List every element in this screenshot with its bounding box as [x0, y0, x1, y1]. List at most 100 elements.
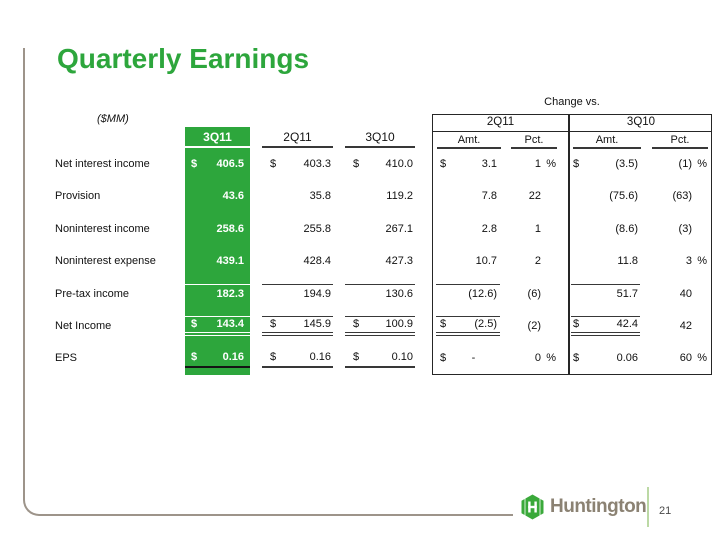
- cell-2q11: 35.8: [262, 186, 333, 206]
- value: 194.9: [303, 288, 331, 301]
- cell-3q10: 427.3: [345, 251, 415, 271]
- value: (3): [678, 222, 692, 235]
- cell-change-3q10-pct: 60%: [651, 348, 707, 368]
- cell-2q11: 428.4: [262, 251, 333, 271]
- dollar-sign: $: [353, 318, 360, 331]
- huntington-hexagon-icon: [521, 494, 544, 520]
- cell-3q11: 258.6: [185, 219, 250, 239]
- value: 35.8: [309, 190, 331, 203]
- value: 3.1: [481, 158, 497, 170]
- cell-3q10: 267.1: [345, 219, 415, 239]
- row-label: Noninterest income: [55, 222, 150, 235]
- cell-change-2q11-pct: 0%: [504, 348, 556, 368]
- dollar-sign: $: [353, 158, 360, 170]
- cell-3q11: $143.4: [185, 315, 250, 336]
- dollar-sign: $: [270, 318, 277, 331]
- value: 119.2: [386, 190, 413, 203]
- brand-wordmark: Huntington: [550, 496, 647, 517]
- percent-sign: %: [697, 352, 707, 365]
- cell-change-2q11-amt: 7.8: [436, 186, 500, 206]
- value: 439.1: [216, 255, 244, 268]
- value: 0.06: [616, 352, 638, 365]
- table-row-pre-tax-income: Pre-tax income 182.3 194.9 130.6 (12.6) …: [55, 278, 715, 310]
- value: 406.5: [216, 158, 244, 170]
- cell-change-2q11-amt: $ -: [436, 348, 500, 368]
- value: 143.4: [216, 318, 244, 331]
- value: 51.7: [616, 288, 638, 301]
- value: 130.6: [385, 288, 413, 301]
- table-row-eps: EPS $0.16 $0.16 $0.10 $ - 0% $0.06 60%: [55, 342, 715, 374]
- cell-change-3q10-pct: (3): [651, 219, 707, 239]
- row-label: EPS: [55, 352, 78, 365]
- value: 0: [534, 352, 541, 365]
- cell-3q10: $0.10: [345, 348, 415, 369]
- value: 43.6: [222, 190, 244, 203]
- table-row-net-interest-income: Net interest income $406.5 $403.3 $410.0…: [55, 148, 715, 180]
- value: (2): [527, 319, 541, 332]
- value: 2: [534, 255, 541, 268]
- change-box-divider: [568, 115, 570, 374]
- value: (8.6): [615, 222, 638, 235]
- cell-3q11: 182.3: [185, 283, 250, 304]
- value: 60: [679, 352, 692, 365]
- percent-sign: %: [546, 352, 556, 365]
- value: 0.16: [309, 351, 331, 364]
- change-header-3q10: 3Q10: [626, 116, 656, 128]
- value: 22: [528, 190, 541, 203]
- cell-change-3q10-amt: (8.6): [571, 219, 640, 239]
- dollar-sign: $: [270, 158, 277, 170]
- value: 427.3: [385, 255, 413, 268]
- row-label: Net interest income: [55, 158, 150, 170]
- value: 100.9: [385, 318, 413, 331]
- subheader-pct-2q11: Pct.: [511, 132, 557, 149]
- table-row-provision: Provision 43.6 35.8 119.2 7.8 22 (75.6) …: [55, 180, 715, 212]
- dollar-sign: $: [440, 158, 447, 170]
- dollar-sign: $: [191, 351, 198, 364]
- cell-3q11: $406.5: [185, 154, 250, 174]
- value: (12.6): [468, 288, 497, 301]
- cell-2q11: $145.9: [262, 315, 333, 336]
- cell-change-3q10-amt: $0.06: [571, 348, 640, 368]
- cell-change-2q11-amt: 2.8: [436, 219, 500, 239]
- cell-change-2q11-amt: (12.6): [436, 283, 500, 304]
- value: 42: [679, 319, 692, 332]
- cell-3q11: 43.6: [185, 186, 250, 206]
- subheader-amt-3q10: Amt.: [573, 132, 641, 149]
- value: 10.7: [475, 255, 497, 268]
- row-label: Net Income: [55, 319, 112, 332]
- cell-3q11: $0.16: [185, 348, 250, 369]
- value: 1: [534, 222, 541, 235]
- percent-sign: %: [546, 158, 556, 170]
- cell-3q10: 130.6: [345, 283, 415, 304]
- value: 267.1: [385, 222, 413, 235]
- cell-2q11: $0.16: [262, 348, 333, 369]
- value: 11.8: [617, 255, 638, 268]
- dollar-sign: $: [573, 318, 580, 331]
- value: (3.5): [615, 158, 638, 170]
- dollar-sign: $: [270, 351, 277, 364]
- change-vs-box: 2Q11 3Q10 Amt. Pct. Amt. Pct.: [432, 114, 712, 375]
- cell-2q11: 255.8: [262, 219, 333, 239]
- change-vs-header: Change vs.: [544, 96, 600, 108]
- row-label: Provision: [55, 190, 101, 203]
- cell-change-2q11-pct: (6): [504, 284, 556, 304]
- value: 255.8: [303, 222, 331, 235]
- dollar-sign: $: [573, 158, 580, 170]
- subheader-amt-2q11: Amt.: [437, 132, 501, 149]
- value: 182.3: [216, 288, 244, 301]
- value: 1: [534, 158, 541, 170]
- earnings-table: ($MM) Change vs. 3Q11 2Q11 3Q10 2Q11 3Q1…: [55, 96, 715, 388]
- value: 40: [679, 287, 692, 300]
- cell-change-2q11-pct: 22: [504, 186, 556, 206]
- cell-change-3q10-amt: 51.7: [571, 283, 640, 304]
- cell-change-2q11-pct: 1%: [504, 154, 556, 174]
- slide-frame-border: [23, 48, 513, 516]
- cell-change-3q10-amt: $ (3.5): [571, 154, 640, 174]
- cell-change-3q10-pct: (63): [651, 186, 707, 206]
- value: 3: [685, 255, 692, 268]
- cell-2q11: 194.9: [262, 283, 333, 304]
- cell-change-3q10-pct: 40: [651, 284, 707, 304]
- value: (63): [672, 190, 692, 203]
- cell-change-3q10-pct: (1)%: [651, 154, 707, 174]
